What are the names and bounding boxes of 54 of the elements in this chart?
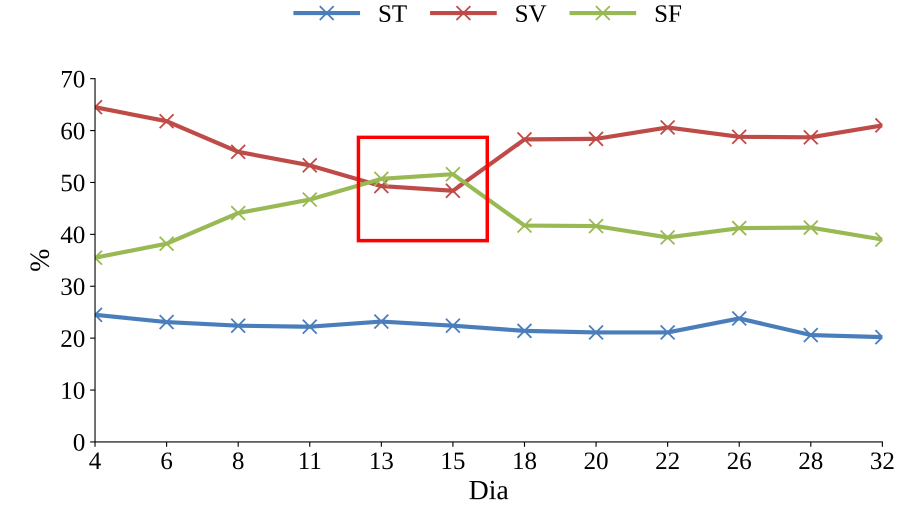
point	[302, 157, 318, 174]
y-tick-label: 20	[61, 330, 84, 348]
point	[802, 129, 819, 146]
x-tick-label: 15	[442, 452, 464, 470]
point	[445, 318, 461, 334]
x-tick-label: 4	[89, 452, 101, 470]
y-tick-label: 10	[62, 382, 84, 399]
y-axis-title: %	[30, 250, 50, 271]
x-tick-label: 13	[371, 452, 393, 470]
point	[731, 220, 748, 236]
x-tick-label: 28	[799, 452, 822, 470]
point	[158, 113, 174, 130]
point	[230, 318, 246, 334]
point	[158, 314, 174, 330]
legend-label: SF	[656, 5, 682, 22]
x-tick-label: 26	[728, 452, 751, 470]
y-tick-label: 70	[62, 70, 84, 88]
legend-label: ST	[380, 5, 407, 22]
point	[373, 170, 390, 187]
point	[731, 310, 748, 326]
point	[660, 324, 676, 340]
point	[731, 128, 748, 145]
point	[230, 205, 246, 221]
point	[445, 166, 461, 182]
point	[302, 192, 318, 208]
x-tick-label: 6	[161, 452, 172, 470]
point	[373, 314, 390, 330]
point	[230, 144, 246, 160]
point	[588, 131, 604, 147]
point	[516, 323, 532, 339]
point	[802, 220, 819, 236]
point	[302, 318, 318, 335]
x-tick-label: 32	[871, 452, 894, 470]
x-tick-label: 11	[300, 452, 320, 470]
point	[516, 218, 532, 234]
x-tick-label: 18	[514, 452, 536, 470]
point	[588, 324, 604, 340]
x-tick-label: 22	[656, 452, 679, 470]
point	[588, 218, 604, 234]
y-tick-label: 0	[74, 434, 84, 451]
x-axis-title: Dia	[469, 480, 508, 500]
y-tick-label: 40	[60, 226, 84, 244]
y-tick-label: 60	[61, 122, 84, 140]
y-tick-label: 50	[62, 174, 84, 192]
point	[516, 132, 532, 148]
x-tick-label: 8	[232, 452, 244, 470]
y-tick-label: 30	[62, 278, 84, 296]
point	[445, 182, 461, 199]
x-tick-label: 20	[584, 452, 608, 470]
legend-label: SV	[516, 5, 546, 22]
point	[158, 236, 174, 252]
point	[660, 120, 676, 136]
point	[802, 327, 819, 343]
point	[660, 230, 676, 246]
